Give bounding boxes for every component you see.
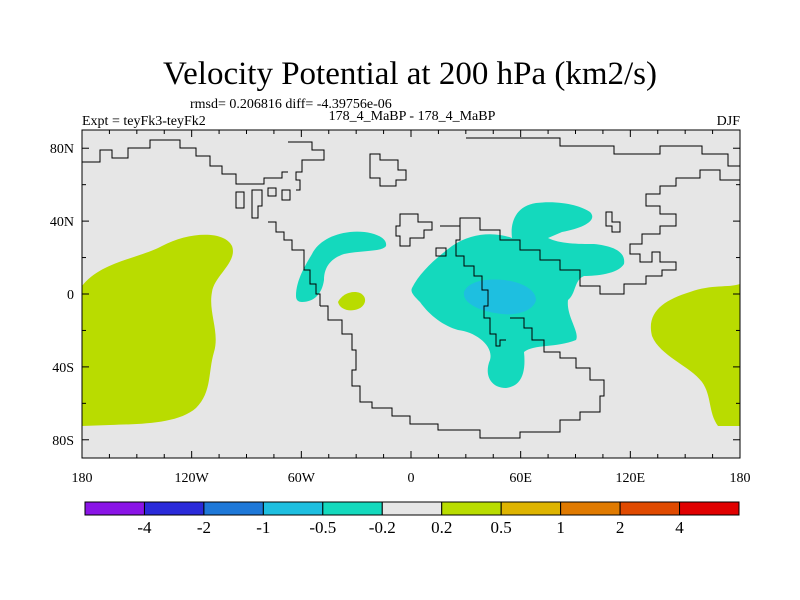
contour-region [296, 231, 387, 302]
x-tick-label: 120W [175, 471, 210, 486]
y-axis: 80N 40N 0 40S 80S [50, 142, 740, 449]
coastline-segment [288, 141, 325, 191]
colorbar-swatch [441, 501, 502, 516]
x-tick-label: 180 [730, 471, 751, 486]
coastline-segment [395, 213, 433, 247]
colorbar-swatch [560, 501, 621, 516]
chart-title: Velocity Potential at 200 hPa (km2/s) [163, 56, 657, 92]
colorbar-swatch [679, 501, 740, 516]
colorbar-label: 0.5 [491, 518, 512, 537]
x-tick-label: 180 [72, 471, 93, 486]
y-tick-label: 0 [67, 288, 74, 303]
colorbar-swatch [262, 501, 324, 516]
colorbar-label: 4 [675, 518, 684, 537]
coastline-segment [82, 139, 288, 185]
contour-region [82, 234, 233, 426]
case-label: 178_4_MaBP - 178_4_MaBP [329, 109, 496, 124]
coastline-segment [251, 189, 263, 219]
colorbar-swatch [619, 501, 681, 516]
coastline-segment [605, 211, 621, 233]
colorbar-label: -0.2 [369, 518, 396, 537]
x-tick-label: 60W [288, 471, 316, 486]
colorbar-label: -4 [137, 518, 152, 537]
x-tick-label: 0 [408, 471, 415, 486]
contour-fills [82, 202, 740, 426]
colorbar-label: 2 [616, 518, 625, 537]
season-label: DJF [717, 114, 741, 129]
x-tick-label: 120E [616, 471, 646, 486]
colorbar-label: 1 [556, 518, 565, 537]
coastline-segment [455, 226, 506, 347]
colorbar-swatch [84, 501, 145, 516]
y-tick-label: 40S [52, 361, 74, 376]
colorbar-swatch [500, 501, 562, 516]
coastlines [82, 137, 740, 439]
coastline-segment [466, 137, 740, 167]
y-tick-label: 80N [50, 142, 74, 157]
colorbar-swatch [381, 501, 443, 516]
colorbar-swatch [143, 501, 205, 516]
coastline-segment [369, 153, 407, 187]
coastline-segment [268, 221, 321, 306]
experiment-label: Expt = teyFk3-teyFk2 [82, 114, 206, 129]
x-tick-label: 60E [509, 471, 532, 486]
colorbar-label: -2 [197, 518, 211, 537]
colorbar-label: -1 [256, 518, 270, 537]
contour-region [338, 292, 366, 311]
x-axis: 180 120W 60W 0 60E 120E 180 [72, 130, 751, 486]
colorbar-label: 0.2 [431, 518, 452, 537]
y-tick-label: 40N [50, 215, 74, 230]
coastline-segment [435, 247, 447, 257]
colorbar-label: -0.5 [309, 518, 336, 537]
y-tick-label: 80S [52, 434, 74, 449]
colorbar-swatch [322, 501, 383, 516]
coastline-segment [320, 305, 605, 439]
contour-region [650, 284, 740, 426]
colorbar: -4 -2 -1 -0.5 -0.2 0.2 0.5 1 2 4 [84, 501, 740, 537]
colorbar-swatch [203, 501, 264, 516]
coastline-segment [267, 187, 291, 201]
coastline-segment [440, 169, 740, 295]
stats-label: rmsd= 0.206816 diff= -4.39756e-06 [190, 97, 392, 112]
coastline-segment [235, 191, 245, 209]
